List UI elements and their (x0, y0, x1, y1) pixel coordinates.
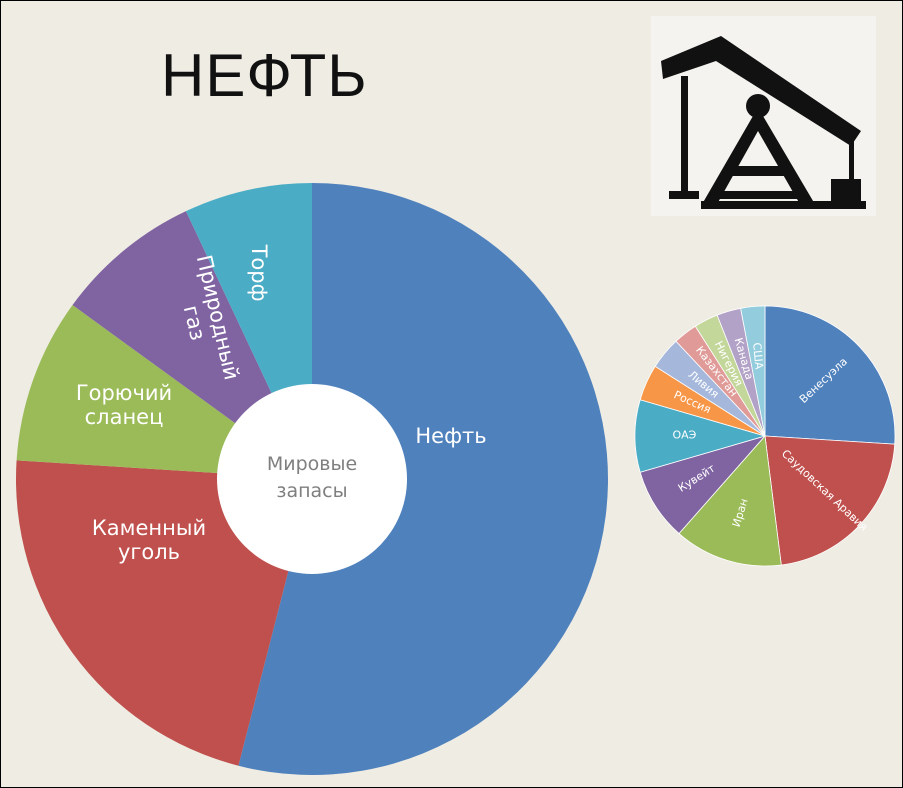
slice-label: США (750, 341, 766, 370)
slice-label: Нефть (415, 424, 487, 448)
slice (740, 305, 766, 437)
slice (764, 305, 896, 445)
slice (678, 435, 782, 567)
oil-pump-icon (651, 16, 876, 216)
slice (238, 183, 608, 775)
slice-label: ОАЭ (672, 428, 697, 442)
center-label: Мировые запасы (266, 453, 358, 502)
slice-label: Торф (247, 244, 272, 302)
title: НЕФТЬ (161, 42, 368, 109)
slice-label: Горючий сланец (75, 381, 173, 430)
slice-label: Каменный уголь (91, 516, 207, 565)
slice (764, 435, 896, 566)
donut-hole (217, 384, 407, 574)
